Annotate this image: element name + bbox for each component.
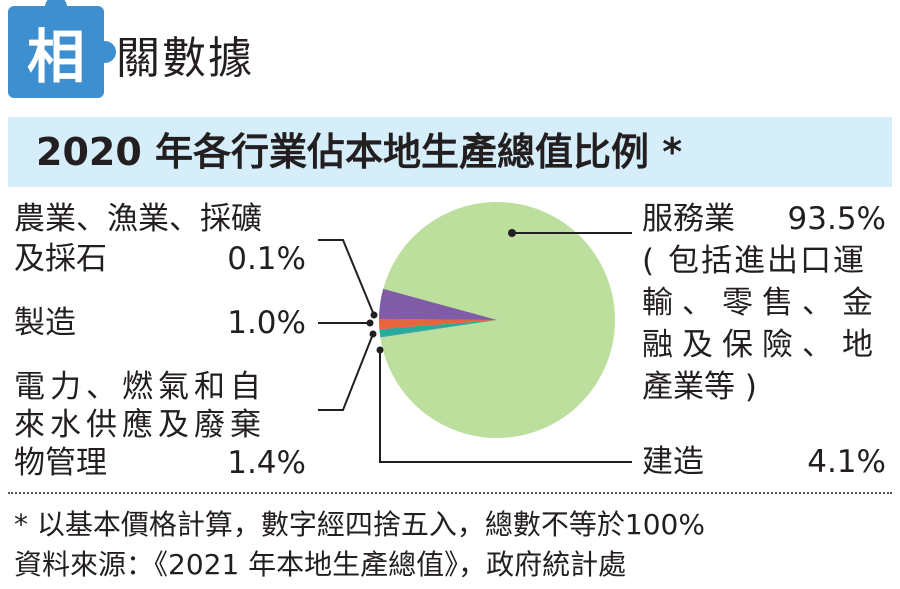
label-agri-pct: 0.1% [227, 241, 306, 277]
leader-dot-util [369, 330, 377, 338]
label-services-pct: 93.5% [787, 201, 886, 237]
label-construction-pct: 4.1% [807, 444, 886, 480]
leader-dot-services [508, 229, 516, 237]
label-services-name: 服務業 [642, 201, 735, 237]
label-manufacturing-name: 製造 [14, 305, 76, 341]
label-construction-name: 建造 [642, 444, 704, 480]
label-agri-line-2: 及採石 [14, 241, 107, 277]
pie-slice-manufacturing [379, 320, 497, 337]
leader-line-constr [379, 350, 632, 463]
header-label: 關數據 [116, 33, 254, 84]
label-utilities-line-1: 電力、燃氣和自 [14, 369, 266, 405]
puzzle-tab-top [45, 0, 67, 18]
source-note: 資料來源：《2021 年本地生產總值》，政府統計處 [14, 548, 627, 581]
footnote: * 以基本價格計算，數字經四捨五入，總數不等於100% [14, 508, 705, 541]
label-services-detail-2: 輸、零售、金 [642, 285, 882, 321]
label-utilities-line-3: 物管理 [14, 445, 107, 481]
chart-title-bar: 2020 年各行業佔本地生產總值比例 * [8, 117, 892, 187]
label-manufacturing-pct: 1.0% [227, 305, 306, 341]
chart-title: 2020 年各行業佔本地生產總值比例 * [36, 130, 683, 174]
puzzle-tab-right [94, 41, 116, 63]
label-utilities-pct: 1.4% [227, 445, 306, 481]
leader-lines [318, 229, 632, 463]
footer-divider [8, 492, 892, 494]
pie-slices [379, 202, 615, 438]
label-services-detail-4: 產業等 ) [642, 369, 757, 405]
label-agri-line-1: 農業、漁業、採礦 [14, 201, 262, 237]
pie-slice-construction [379, 288, 497, 320]
leader-dot-mfg [366, 319, 374, 327]
pie-slice-utilities [379, 318, 497, 330]
leader-dot-agri [370, 311, 378, 319]
pie-slice-agri [380, 320, 497, 338]
label-services-detail-1: ( 包括進出口運 [642, 243, 866, 279]
badge-character: 相 [26, 23, 85, 91]
label-services-detail-3: 融及保險、地 [642, 327, 882, 363]
label-utilities-line-2: 來水供應及廢棄 [14, 407, 266, 443]
leader-line-util [318, 333, 374, 411]
leader-line-agri [318, 239, 375, 316]
leader-dot-constr [376, 346, 384, 354]
header-badge: 相 [8, 6, 104, 98]
